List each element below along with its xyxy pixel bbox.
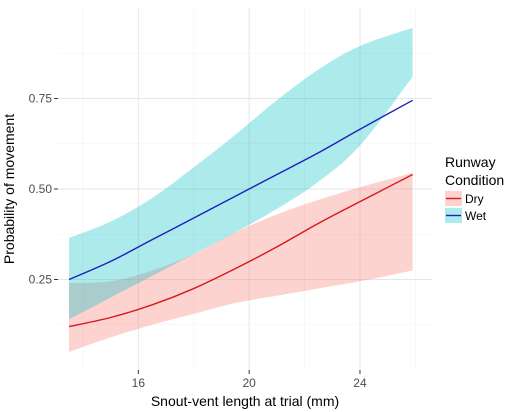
line-dry (68, 173, 413, 328)
x-tick-label: 24 (353, 376, 367, 390)
legend-items: Dry Wet (445, 191, 487, 223)
series-lines (68, 99, 413, 328)
x-axis-title: Snout-vent length at trial (mm) (151, 393, 339, 409)
x-tick-label: 16 (132, 376, 146, 390)
legend-label-dry: Dry (465, 192, 484, 206)
axes: 16 20 24 0.25 0.50 0.75 (29, 92, 367, 391)
legend: Runway Condition Dry Wet (445, 154, 504, 223)
y-tick-label: 0.25 (29, 273, 53, 287)
y-axis-title: Probability of movement (1, 114, 17, 264)
confidence-bands (69, 27, 413, 352)
legend-label-wet: Wet (465, 209, 487, 223)
y-tick-label: 0.75 (29, 92, 53, 106)
band-wet (69, 27, 413, 320)
x-tick-label: 20 (242, 376, 256, 390)
band-dry (69, 172, 413, 352)
line-wet (68, 99, 413, 281)
legend-title-line-1: Runway (445, 154, 496, 170)
y-tick-label: 0.50 (29, 182, 53, 196)
legend-title-line-2: Condition (445, 172, 504, 188)
